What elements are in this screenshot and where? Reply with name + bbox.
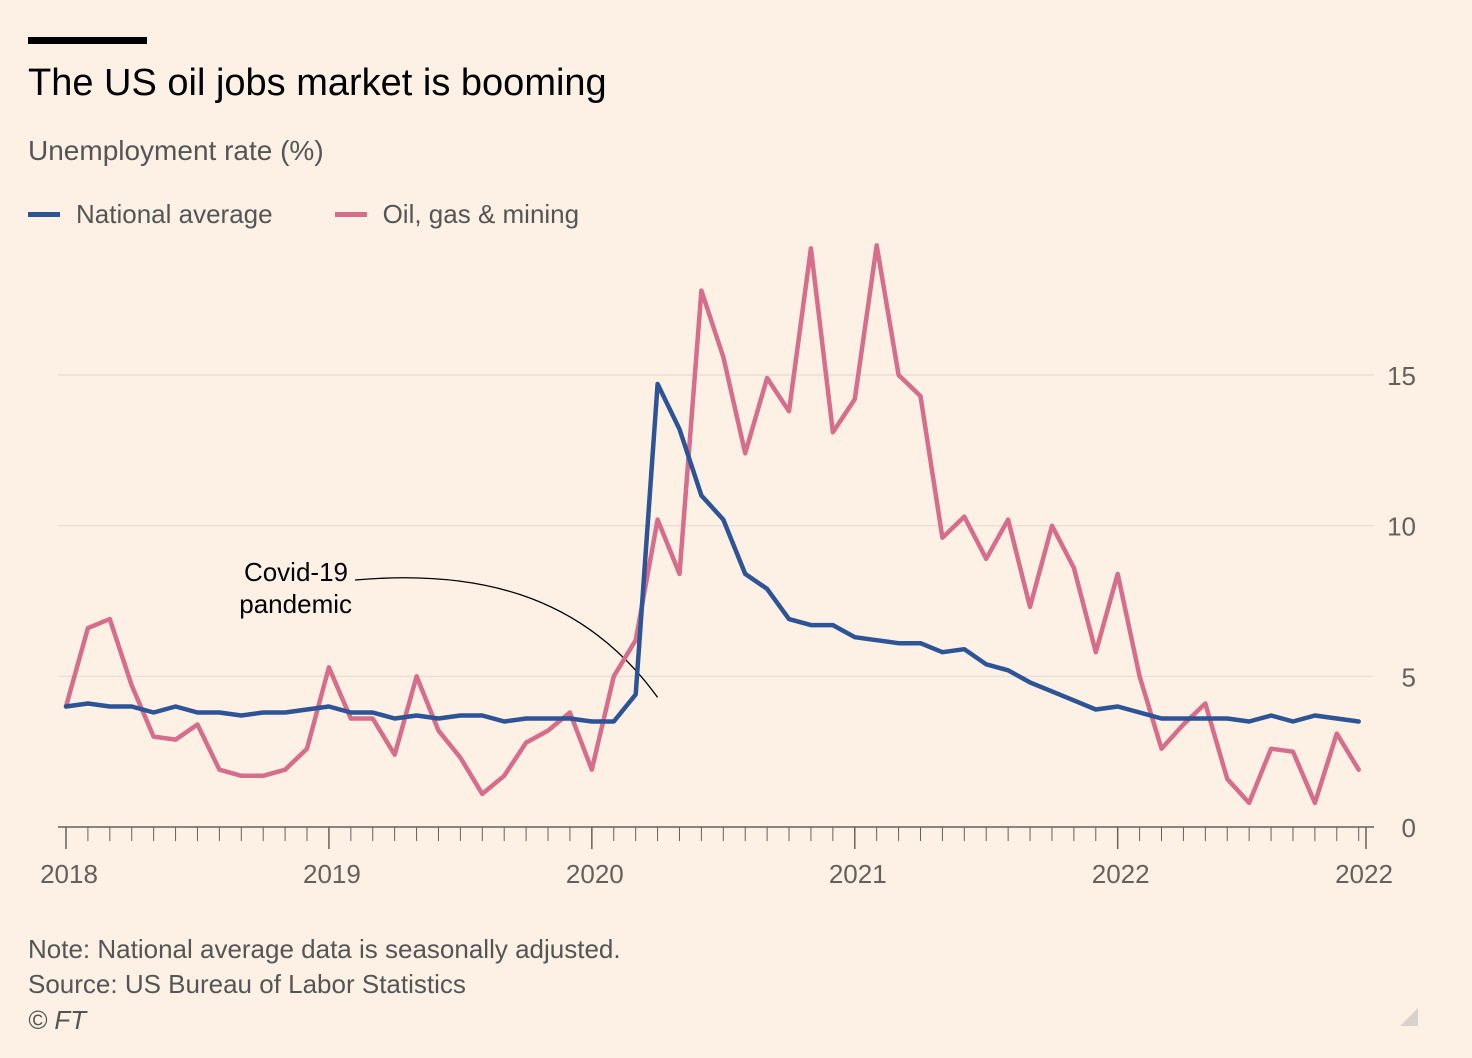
legend-swatch-oil xyxy=(334,211,367,217)
legend-item-national: National average xyxy=(28,199,273,230)
series-lines xyxy=(63,243,1361,806)
y-tick-label-10: 10 xyxy=(1387,512,1416,542)
y-axis-labels: 0 5 10 15 xyxy=(1387,361,1416,843)
y-tick-label-0: 0 xyxy=(1402,813,1416,843)
covid-annotation: Covid-19 pandemic xyxy=(239,557,659,698)
series-line-oil xyxy=(63,243,1361,806)
footnote: Note: National average data is seasonall… xyxy=(28,934,621,964)
gridlines xyxy=(58,374,1374,828)
chart-title: The US oil jobs market is booming xyxy=(28,62,607,104)
legend: National average Oil, gas & mining xyxy=(28,198,579,230)
chart-subtitle: Unemployment rate (%) xyxy=(28,135,324,166)
legend-swatch-national xyxy=(28,211,60,217)
x-tick-label-5: 2022 xyxy=(1335,859,1393,889)
resize-corner-icon xyxy=(1400,1008,1418,1026)
legend-label-national: National average xyxy=(76,198,273,229)
copyright: © FT xyxy=(28,1005,87,1035)
annotation-text-line1: Covid-19 xyxy=(244,557,348,587)
x-axis: 2018 2019 2020 2021 2022 2022 xyxy=(40,827,1393,889)
source-line: Source: US Bureau of Labor Statistics xyxy=(28,969,466,999)
x-tick-label-3: 2021 xyxy=(829,859,887,889)
x-tick-label-1: 2019 xyxy=(303,859,361,889)
x-tick-label-0: 2018 xyxy=(40,859,98,889)
x-tick-label-4: 2022 xyxy=(1092,859,1150,889)
x-tick-label-2: 2020 xyxy=(566,859,624,889)
legend-label-oil: Oil, gas & mining xyxy=(382,198,580,229)
ft-brand-bar xyxy=(28,37,147,44)
series-line-national xyxy=(63,381,1361,724)
annotation-text-line2: pandemic xyxy=(239,589,352,619)
legend-item-oil: Oil, gas & mining xyxy=(334,198,580,230)
y-tick-label-15: 15 xyxy=(1387,361,1416,391)
y-tick-label-5: 5 xyxy=(1402,662,1416,692)
